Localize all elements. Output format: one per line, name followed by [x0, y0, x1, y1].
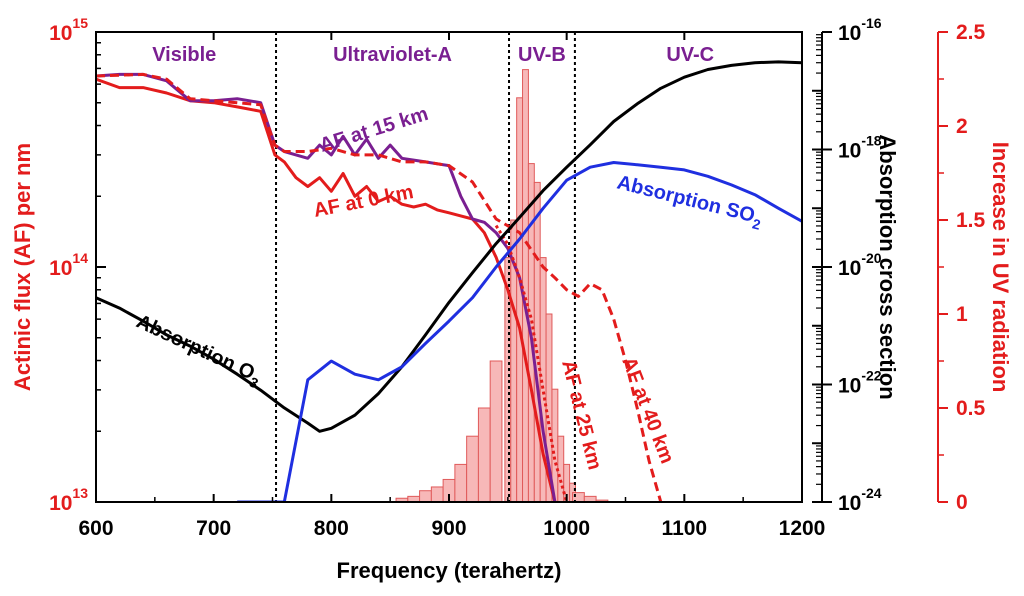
absorption-axis-title: Absorption cross section: [875, 134, 900, 399]
x-tick-label: 1100: [662, 517, 708, 540]
series-lines: [96, 60, 802, 502]
left-axis-title: Actinic flux (AF) per nm: [10, 143, 35, 391]
x-tick-label: 1000: [543, 517, 590, 540]
uv-increase-histogram: [395, 69, 609, 502]
uv-increase-tick-label: 0.5: [956, 397, 986, 420]
region-label: UV-C: [666, 44, 714, 66]
uv-increase-bar: [419, 490, 432, 502]
uv-increase-axis-ticks: 0 0.5 1 1.5 2 2.5: [938, 21, 986, 514]
left-tick-label: 1013: [49, 485, 88, 515]
uv-increase-bar: [516, 97, 524, 502]
x-tick-label: 600: [78, 517, 113, 540]
series-annotation: Absorption SO2: [614, 172, 765, 233]
x-tick-label: 800: [314, 517, 349, 540]
absorption-tick-label: 10-24: [838, 485, 882, 515]
series-line-so2: [237, 161, 802, 502]
left-tick-label: 1014: [49, 250, 88, 280]
x-tick-label: 900: [431, 517, 466, 540]
x-axis-ticks: 600 700 800 900 1000 1100 1200: [78, 32, 825, 540]
absorption-tick-label: 10-20: [838, 250, 882, 280]
x-tick-label: 1200: [779, 517, 826, 540]
region-label: Visible: [152, 44, 216, 66]
left-tick-label: 1015: [49, 15, 88, 45]
uv-increase-axis-title: Increase in UV radiation: [988, 142, 1013, 393]
uv-increase-bar: [533, 181, 541, 502]
uv-increase-bar: [466, 435, 479, 502]
uv-increase-tick-label: 1: [956, 303, 968, 326]
absorption-axis-ticks: 10-16 10-18 10-20 10-22 10-24: [812, 15, 882, 515]
series-line-af40: [96, 72, 663, 502]
region-label: Ultraviolet-A: [333, 44, 452, 66]
absorption-tick-label: 10-22: [838, 368, 882, 398]
uv-increase-tick-label: 2: [956, 115, 968, 138]
region-boundaries: [275, 32, 576, 502]
uv-increase-tick-label: 2.5: [956, 21, 986, 44]
absorption-tick-label: 10-18: [838, 133, 882, 163]
uv-increase-bar: [489, 360, 503, 502]
left-axis-ticks: 1015 1014 1013: [49, 15, 106, 515]
uv-increase-tick-label: 0: [956, 491, 968, 514]
series-annotation: AF at 25 km: [557, 358, 606, 472]
absorption-tick-label: 10-16: [838, 15, 882, 45]
series-annotation: Absorption O3: [131, 311, 265, 392]
x-tick-label: 700: [196, 517, 231, 540]
region-label: UV-B: [518, 44, 566, 66]
series-line-o3: [96, 60, 802, 433]
region-labels: Visible Ultraviolet-A UV-B UV-C: [152, 44, 714, 66]
uv-increase-bar: [430, 486, 444, 502]
uv-increase-bar: [454, 463, 468, 502]
x-axis-title: Frequency (terahertz): [337, 558, 562, 583]
uv-increase-tick-label: 1.5: [956, 209, 986, 232]
uv-increase-bar: [477, 407, 491, 502]
